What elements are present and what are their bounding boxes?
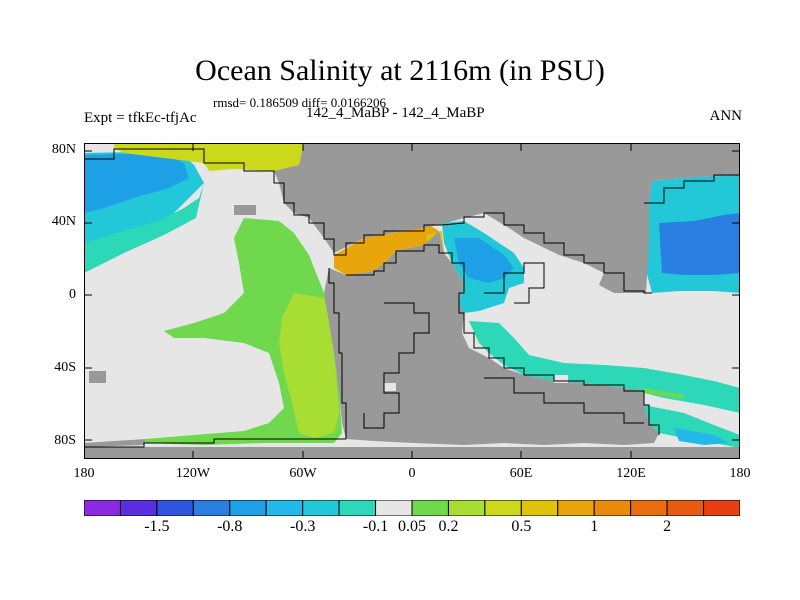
x-tick-label: 120W: [175, 466, 211, 481]
coastline: [363, 302, 430, 429]
colorbar-swatch: [666, 500, 705, 516]
southern-teal: [469, 321, 740, 413]
x-tick-label: 60E: [509, 466, 533, 481]
stats-label: rmsd= 0.186509 diff= 0.0166206: [213, 95, 386, 110]
period-label: 142_4_MaBP - 142_4_MaBP: [306, 105, 485, 121]
salinity-map: [84, 143, 740, 459]
colorbar-label: -0.8: [217, 518, 243, 535]
indian-blue-core: [454, 238, 514, 283]
colorbar-label: 0.05: [398, 518, 426, 535]
colorbar-swatch: [265, 500, 304, 516]
colorbar-label: 0.5: [511, 518, 532, 535]
colorbar-swatch: [84, 500, 121, 516]
tethys-orange: [334, 225, 439, 275]
colorbar-swatch: [593, 500, 632, 516]
y-tick-label: 40S: [54, 360, 76, 375]
colorbar-swatch: [703, 500, 740, 516]
land-island-south: [89, 371, 106, 383]
colorbar-swatch: [338, 500, 377, 516]
season-label: ANN: [709, 108, 743, 124]
coastline: [328, 268, 347, 439]
central-yellowgreen-core: [279, 293, 339, 438]
y-tick-label: 0: [69, 287, 76, 302]
coastline: [84, 438, 346, 448]
y-tick-label: 40N: [51, 214, 76, 229]
x-tick-label: 180: [73, 466, 95, 481]
land-north-america: [209, 143, 740, 293]
y-tick-label: 80S: [54, 433, 76, 448]
colorbar-swatch: [192, 500, 231, 516]
x-tick-label: 60W: [289, 466, 317, 481]
colorbar-swatch: [156, 500, 194, 516]
colorbar-swatch: [484, 500, 522, 516]
coastline: [84, 148, 442, 256]
x-tick-label: 120E: [616, 466, 646, 481]
coastline: [644, 174, 740, 204]
land-south-america-africa: [324, 231, 659, 445]
colorbar-swatch: [302, 500, 340, 516]
land-island-west: [234, 205, 256, 215]
colorbar-swatch: [229, 500, 267, 516]
coastline: [346, 244, 660, 435]
colorbar-label: -0.1: [362, 518, 389, 535]
chart-title: Ocean Salinity at 2116m (in PSU): [195, 54, 605, 87]
y-tick-label: 80N: [51, 142, 76, 157]
x-tick-label: 180: [729, 466, 751, 481]
neutral-cell: [554, 375, 568, 383]
colorbar-swatch: [447, 500, 486, 516]
colorbar-swatch: [411, 500, 449, 516]
colorbar-swatch: [375, 500, 413, 516]
colorbar-swatch: [557, 500, 595, 516]
colorbar-swatch: [630, 500, 668, 516]
colorbar-label: 2: [663, 518, 672, 535]
land-south-strip: [84, 439, 146, 447]
experiment-label: Expt = tfkEc-tfjAc: [84, 110, 197, 126]
colorbar: [84, 500, 740, 516]
coastline: [441, 212, 652, 294]
coastline: [484, 262, 545, 304]
colorbar-swatch: [520, 500, 559, 516]
colorbar-label: -1.5: [144, 518, 170, 535]
land-east-fragment: [599, 273, 644, 293]
arctic-yellow-west: [114, 143, 304, 171]
x-tick-label: 0: [408, 466, 416, 481]
north-pacific-blue: [84, 153, 189, 213]
colorbar-swatch: [119, 500, 158, 516]
colorbar-label: -0.3: [289, 518, 316, 535]
southern-blue-patch: [674, 428, 729, 445]
neutral-cell: [384, 383, 396, 391]
southern-green-streak: [644, 388, 684, 399]
x-tick-marks: [192, 143, 632, 459]
colorbar-label: 0.2: [438, 518, 459, 535]
north-pacific-teal: [84, 183, 204, 273]
coastline: [484, 377, 644, 424]
y-tick-marks: [84, 150, 740, 441]
east-pacific-deep-blue: [659, 213, 740, 275]
colorbar-label: 1: [590, 518, 599, 535]
